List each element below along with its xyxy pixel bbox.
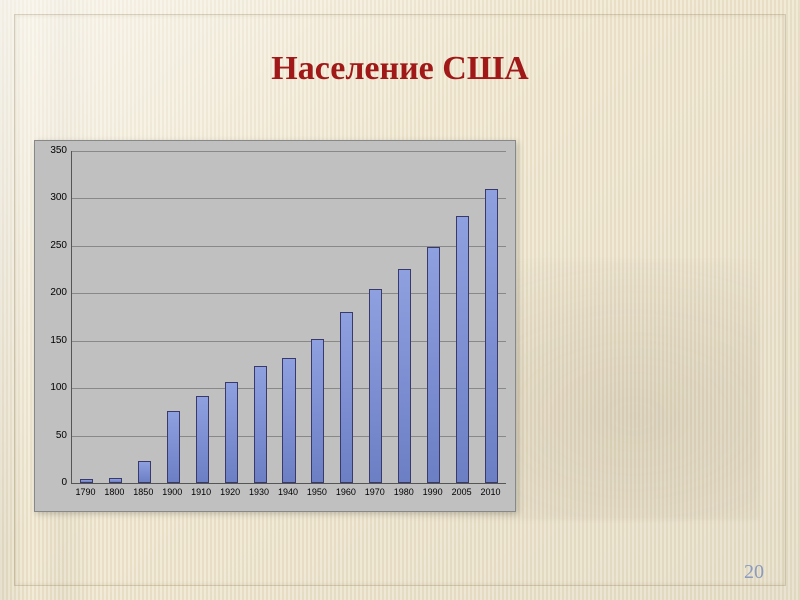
x-tick-label: 2010 xyxy=(476,487,505,497)
y-tick-label: 150 xyxy=(37,335,67,346)
y-tick-label: 50 xyxy=(37,430,67,441)
chart-bar xyxy=(109,478,122,483)
chart-gridline xyxy=(72,246,506,247)
chart-bar xyxy=(398,269,411,483)
population-chart: 0 50 100 150 200 250 300 350 1790180018501900191… xyxy=(34,140,516,512)
x-tick-label: 1940 xyxy=(274,487,303,497)
chart-bar xyxy=(254,366,267,483)
x-tick-label: 1970 xyxy=(360,487,389,497)
chart-bar xyxy=(138,461,151,483)
y-tick-label: 250 xyxy=(37,240,67,251)
y-tick-label: 300 xyxy=(37,192,67,203)
chart-gridline xyxy=(72,151,506,152)
chart-gridline xyxy=(72,341,506,342)
chart-plot-area xyxy=(71,151,506,484)
x-tick-label: 1790 xyxy=(71,487,100,497)
x-tick-label: 1990 xyxy=(418,487,447,497)
chart-bar xyxy=(196,396,209,483)
x-tick-label: 1950 xyxy=(302,487,331,497)
chart-bar xyxy=(456,216,469,483)
x-tick-label: 1850 xyxy=(129,487,158,497)
chart-bar xyxy=(485,189,498,483)
chart-bar xyxy=(311,339,324,483)
chart-bar xyxy=(282,358,295,483)
x-tick-label: 1980 xyxy=(389,487,418,497)
slide: Население США 05010015020025030035017901… xyxy=(0,0,800,600)
page-number: 20 xyxy=(744,561,764,584)
y-tick-label: 100 xyxy=(37,382,67,393)
y-tick-label: 200 xyxy=(37,287,67,298)
chart-bar xyxy=(167,411,180,483)
chart-bar xyxy=(369,289,382,483)
x-tick-label: 1930 xyxy=(245,487,274,497)
chart-bar xyxy=(80,479,93,483)
y-tick-label: 0 xyxy=(37,477,67,488)
x-tick-label: 1800 xyxy=(100,487,129,497)
chart-bar xyxy=(225,382,238,483)
x-tick-label: 1960 xyxy=(331,487,360,497)
x-tick-label: 1900 xyxy=(158,487,187,497)
chart-bar xyxy=(340,312,353,483)
x-tick-label: 1920 xyxy=(216,487,245,497)
chart-gridline xyxy=(72,293,506,294)
page-title: Население США xyxy=(0,50,800,88)
x-tick-label: 2005 xyxy=(447,487,476,497)
chart-gridline xyxy=(72,198,506,199)
x-tick-label: 1910 xyxy=(187,487,216,497)
y-tick-label: 350 xyxy=(37,145,67,156)
chart-bar xyxy=(427,247,440,483)
